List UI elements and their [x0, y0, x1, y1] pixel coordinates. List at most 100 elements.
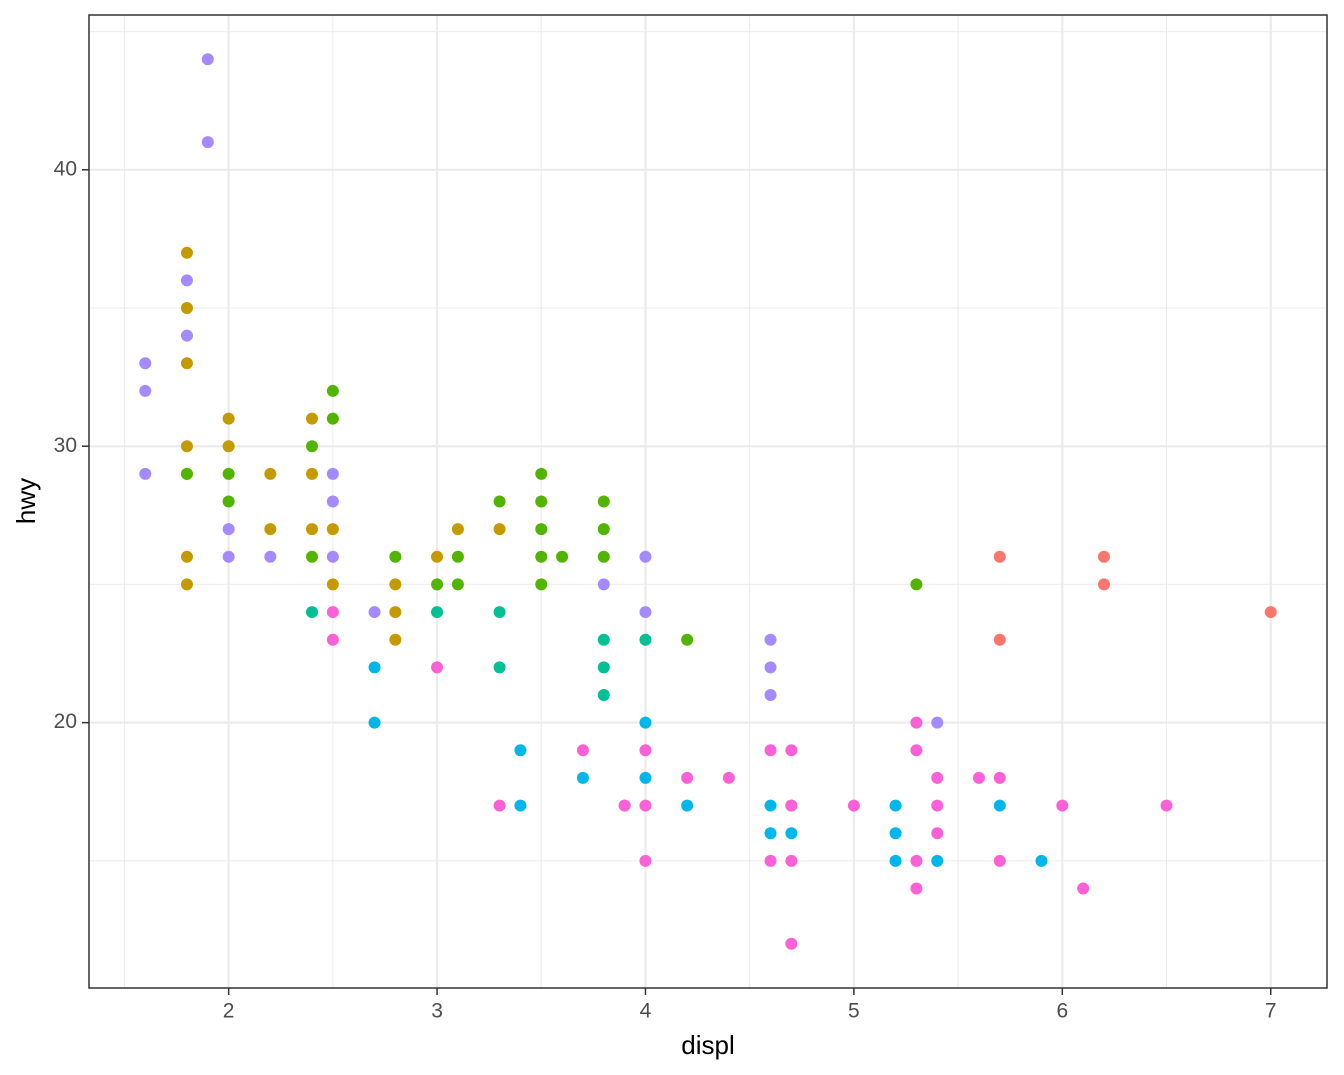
point	[910, 716, 923, 729]
point	[556, 550, 569, 563]
point	[326, 523, 339, 536]
point	[264, 467, 277, 480]
point	[847, 799, 860, 812]
point	[306, 412, 319, 425]
x-tick-label: 2	[223, 1000, 235, 1023]
point	[576, 744, 589, 757]
point	[431, 550, 444, 563]
point	[1097, 550, 1110, 563]
point	[722, 771, 735, 784]
point	[639, 799, 652, 812]
x-tick-label: 5	[848, 1000, 860, 1023]
point	[889, 854, 902, 867]
y-tick-label: 30	[54, 434, 77, 457]
point	[306, 467, 319, 480]
point	[931, 771, 944, 784]
point	[222, 550, 235, 563]
point	[535, 467, 548, 480]
x-tick-label: 3	[431, 1000, 443, 1023]
point	[597, 633, 610, 646]
y-tick-label: 40	[54, 157, 77, 180]
point	[326, 384, 339, 397]
point	[993, 799, 1006, 812]
point	[931, 827, 944, 840]
point	[681, 633, 694, 646]
y-tick-label: 20	[54, 710, 77, 733]
point	[931, 799, 944, 812]
point	[389, 633, 402, 646]
x-tick-label: 6	[1056, 1000, 1068, 1023]
point	[597, 550, 610, 563]
point	[222, 440, 235, 453]
point	[264, 550, 277, 563]
point	[368, 661, 381, 674]
point	[993, 633, 1006, 646]
point	[493, 523, 506, 536]
point	[180, 578, 193, 591]
point	[910, 854, 923, 867]
point	[535, 550, 548, 563]
point	[910, 744, 923, 757]
point	[264, 523, 277, 536]
point	[493, 606, 506, 619]
point	[972, 771, 985, 784]
point	[639, 606, 652, 619]
point	[180, 440, 193, 453]
point	[368, 606, 381, 619]
point	[931, 854, 944, 867]
point	[535, 523, 548, 536]
point	[222, 467, 235, 480]
point	[1056, 799, 1069, 812]
point	[180, 274, 193, 287]
point	[222, 523, 235, 536]
point	[1160, 799, 1173, 812]
panel-border	[88, 14, 1328, 989]
point	[306, 606, 319, 619]
point	[493, 495, 506, 508]
point	[910, 578, 923, 591]
point	[326, 412, 339, 425]
point	[431, 661, 444, 674]
point	[180, 329, 193, 342]
point	[889, 799, 902, 812]
point	[389, 578, 402, 591]
point	[764, 744, 777, 757]
point	[535, 495, 548, 508]
point	[576, 771, 589, 784]
point	[764, 799, 777, 812]
point	[306, 550, 319, 563]
point	[493, 799, 506, 812]
x-tick-label: 4	[640, 1000, 652, 1023]
point	[597, 495, 610, 508]
point	[306, 523, 319, 536]
point	[764, 827, 777, 840]
point	[931, 716, 944, 729]
point	[431, 606, 444, 619]
point	[451, 523, 464, 536]
point	[639, 633, 652, 646]
x-tick-label: 7	[1265, 1000, 1277, 1023]
point	[785, 827, 798, 840]
point	[889, 827, 902, 840]
point	[180, 357, 193, 370]
point	[201, 53, 214, 66]
point	[389, 606, 402, 619]
point	[618, 799, 631, 812]
point	[326, 467, 339, 480]
point	[639, 771, 652, 784]
point	[222, 412, 235, 425]
point	[597, 578, 610, 591]
point	[326, 578, 339, 591]
point	[785, 799, 798, 812]
point	[326, 550, 339, 563]
point	[306, 440, 319, 453]
point	[201, 136, 214, 149]
point	[764, 661, 777, 674]
point	[326, 633, 339, 646]
point	[368, 716, 381, 729]
point	[681, 771, 694, 784]
point	[910, 882, 923, 895]
point	[139, 384, 152, 397]
